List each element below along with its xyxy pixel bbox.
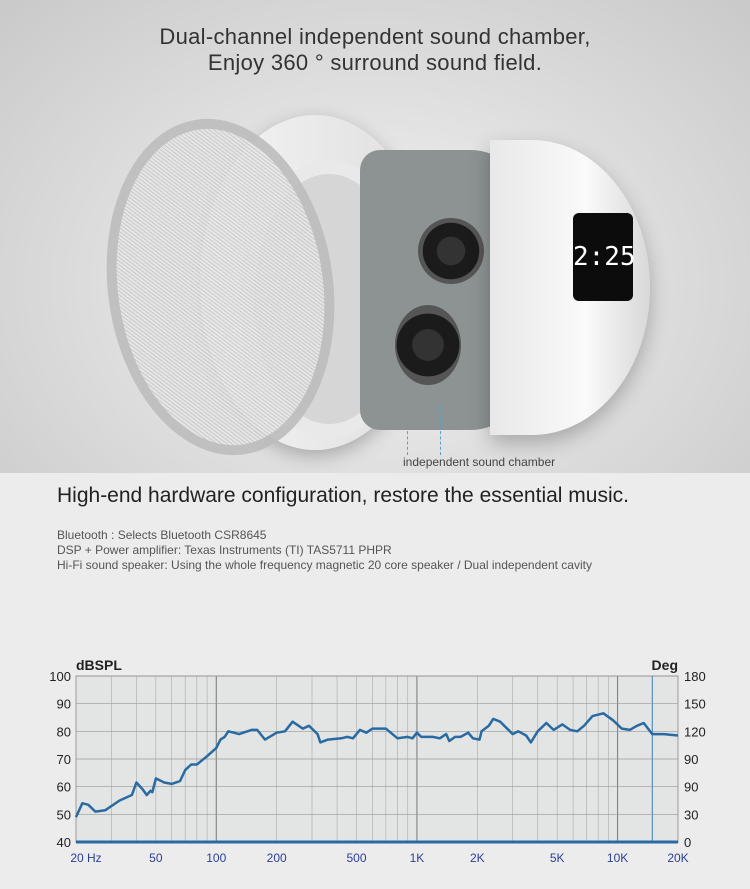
x-tick-label: 1K [410,851,425,865]
x-tick-label: 50 [149,851,163,865]
speaker-driver [418,218,484,284]
x-tick-label: 500 [347,851,367,865]
x-tick-label: 200 [267,851,287,865]
y2-tick-label: 120 [684,724,706,739]
y2-tick-label: 180 [684,669,706,684]
y2-tick-label: 90 [684,752,698,767]
y2-tick-label: 30 [684,807,698,822]
speaker-driver [395,305,461,385]
y-tick-label: 80 [57,724,71,739]
response-curve [74,712,679,818]
callout-label: independent sound chamber [403,455,556,469]
x-tick-label: 10K [607,851,628,865]
y2-tick-label: 150 [684,697,706,712]
hero-line-2: Enjoy 360 ° surround sound field. [207,50,543,75]
y-tick-label: 60 [57,780,71,795]
callout-line [440,405,442,455]
y-axis-label: dBSPL [76,657,122,673]
y-tick-label: 90 [57,697,71,712]
hardware-heading: High-end hardware configuration, restore… [57,484,629,507]
x-tick-label: 100 [206,851,226,865]
callout-line [407,405,409,455]
x-tick-label: 20K [667,851,688,865]
y-tick-label: 50 [57,807,71,822]
x-tick-label: 2K [470,851,485,865]
spec-bluetooth: Bluetooth : Selects Bluetooth CSR8645 [57,528,267,542]
product-photo: Dual-channel independent sound chamber, … [0,0,750,473]
x-tick-label: 20 Hz [70,851,101,865]
frequency-response-chart: 100 180 90 150 80 120 70 90 60 90 50 30 40 0 20 Hz 50 10… [49,657,706,865]
y2-tick-label: 0 [684,835,691,850]
spec-speaker: Hi-Fi sound speaker: Using the whole fre… [57,558,592,572]
x-tick-label: 5K [550,851,565,865]
y-tick-label: 70 [57,752,71,767]
clock-display: 2:25 [573,213,636,301]
spec-dsp: DSP + Power amplifier: Texas Instruments… [57,543,392,557]
y-tick-label: 100 [49,669,71,684]
hero-line-1: Dual-channel independent sound chamber, [159,24,591,49]
y-tick-label: 40 [57,835,71,850]
y2-axis-label: Deg [652,657,678,673]
y2-tick-label: 90 [684,780,698,795]
